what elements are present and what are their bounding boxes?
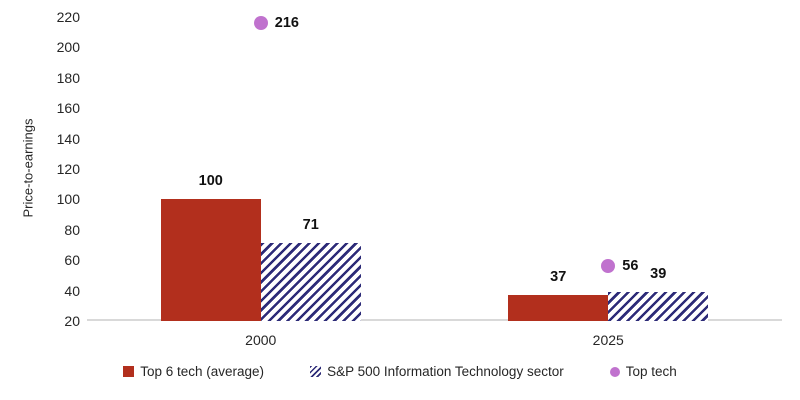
value-label-top-6-tech-average-2000: 100 (198, 173, 223, 190)
value-label-top-tech-2025: 56 (622, 258, 639, 275)
legend-label-top-6-tech-average: Top 6 tech (average) (140, 364, 265, 379)
dot-top-tech-2000 (253, 16, 268, 31)
y-axis-tick-label: 180 (56, 69, 80, 86)
legend-item-top-tech: Top tech (609, 364, 677, 379)
legend-label-s-p-500-information-technology-sector: S&P 500 Information Technology sector (327, 364, 564, 379)
y-axis-tick-label: 220 (56, 9, 80, 25)
bar-top-6-tech-average-2025 (508, 295, 609, 321)
x-category-label-2000: 2000 (245, 332, 277, 348)
y-axis-tick-label: 60 (64, 252, 80, 269)
y-axis-tick-label: 100 (56, 191, 80, 208)
legend-item-s-p-500-information-technology-sector: S&P 500 Information Technology sector (310, 364, 564, 379)
legend-swatch-top-tech (609, 366, 620, 377)
dot-top-tech-2025 (601, 259, 616, 274)
x-axis-line (87, 319, 782, 321)
x-category-label-2025: 2025 (592, 332, 624, 348)
legend-swatch-top-6-tech-average (123, 366, 135, 377)
y-axis-tick-label: 80 (64, 221, 80, 238)
y-axis-tick-label: 120 (56, 161, 80, 177)
bar-s-p-500-information-technology-sector-2025 (608, 292, 709, 321)
value-label-s-p-500-information-technology-sector-2000: 71 (302, 217, 319, 234)
legend-item-top-6-tech-average: Top 6 tech (average) (123, 364, 264, 379)
legend-swatch-s-p-500-information-technology-sector (310, 366, 322, 377)
value-label-s-p-500-information-technology-sector-2025: 39 (650, 266, 667, 283)
y-axis-tick-label: 140 (56, 130, 80, 147)
y-axis-tick-label: 40 (64, 282, 80, 299)
bar-top-6-tech-average-2000 (160, 199, 261, 321)
value-label-top-6-tech-average-2025: 37 (550, 269, 567, 286)
y-axis-tick-label: 200 (56, 39, 80, 56)
value-label-top-tech-2000: 216 (274, 15, 299, 32)
y-axis-tick-label: 20 (64, 313, 80, 329)
legend-label-top-tech: Top tech (625, 364, 677, 379)
legend: Top 6 tech (average) S&P 500 Information … (0, 364, 800, 379)
y-axis-tick-label: 160 (56, 100, 80, 117)
bar-s-p-500-information-technology-sector-2000 (260, 243, 361, 321)
